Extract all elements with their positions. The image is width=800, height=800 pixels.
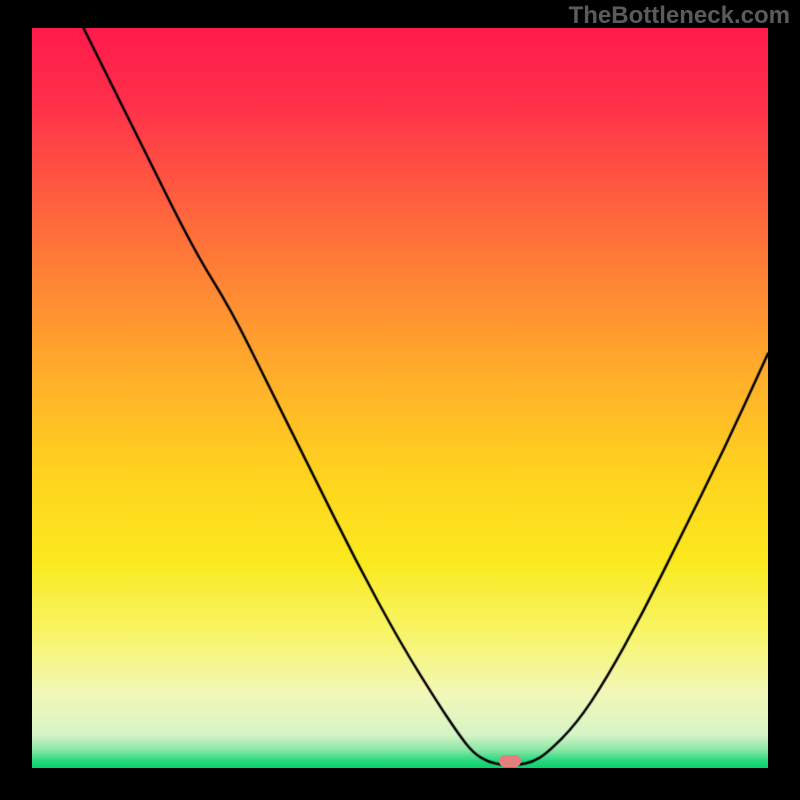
bottleneck-curve (32, 28, 768, 768)
chart-container: TheBottleneck.com (0, 0, 800, 800)
optimal-marker (499, 755, 521, 767)
watermark-text: TheBottleneck.com (569, 2, 790, 30)
plot-area (32, 28, 768, 768)
